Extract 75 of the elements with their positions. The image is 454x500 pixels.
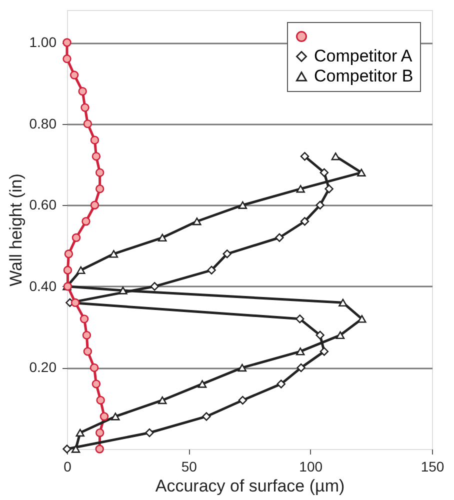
point <box>192 218 202 226</box>
point <box>78 86 87 96</box>
point <box>92 152 101 161</box>
point <box>95 168 104 177</box>
point <box>63 266 72 274</box>
point <box>316 200 324 210</box>
point <box>80 103 90 112</box>
point <box>62 38 72 47</box>
point <box>158 396 167 404</box>
point <box>316 330 324 340</box>
x-tick-label: 150 <box>420 458 444 474</box>
point <box>336 331 345 340</box>
legend-label: Competitor A <box>314 46 413 66</box>
point <box>90 200 100 210</box>
point <box>202 412 211 421</box>
point <box>296 314 304 324</box>
point <box>357 168 366 176</box>
point <box>331 152 340 160</box>
point <box>238 396 248 405</box>
point <box>145 428 154 438</box>
point <box>72 233 81 242</box>
point <box>80 314 89 324</box>
point <box>90 363 99 372</box>
point <box>275 233 284 242</box>
point <box>207 266 216 275</box>
point <box>76 266 86 274</box>
point <box>96 396 105 405</box>
y-tick-label: 0.20 <box>29 359 57 376</box>
point <box>83 119 92 128</box>
point <box>82 217 90 226</box>
point <box>158 234 167 242</box>
point <box>358 315 366 323</box>
point <box>338 298 348 307</box>
point <box>118 286 128 294</box>
point <box>83 347 92 356</box>
point <box>100 412 109 421</box>
x-tick-label: 0 <box>64 458 72 474</box>
x-axis-title: Accuracy of surface (µm) <box>155 476 345 496</box>
point <box>64 250 74 258</box>
y-tick-label: 0.80 <box>29 115 57 132</box>
point <box>300 217 310 226</box>
point <box>95 184 104 194</box>
y-tick-label: 0.60 <box>29 196 57 213</box>
point <box>92 380 101 388</box>
point <box>90 136 100 144</box>
point <box>296 363 306 372</box>
point <box>150 282 159 291</box>
point <box>238 364 247 372</box>
x-tick-label: 50 <box>181 458 198 474</box>
point <box>111 412 120 420</box>
point <box>296 348 305 356</box>
point <box>320 168 329 177</box>
point <box>324 184 334 194</box>
legend-label: Competitor B <box>314 66 414 86</box>
point <box>70 70 79 80</box>
y-tick-label: 1.00 <box>29 34 57 50</box>
point <box>320 347 329 356</box>
point <box>62 54 72 64</box>
y-axis-title: Wall height (in) <box>6 174 26 286</box>
point <box>198 380 207 388</box>
point <box>76 428 84 437</box>
point <box>82 330 92 340</box>
point <box>222 250 232 258</box>
point <box>95 444 104 454</box>
x-tick-label: 100 <box>299 458 323 474</box>
y-tick-label: 0.40 <box>29 278 57 294</box>
point <box>300 152 310 161</box>
point <box>62 444 72 454</box>
point <box>71 445 80 453</box>
point <box>70 298 80 308</box>
point <box>109 250 118 258</box>
point <box>238 201 248 209</box>
point <box>296 184 305 193</box>
point <box>276 380 286 388</box>
point <box>95 428 104 438</box>
